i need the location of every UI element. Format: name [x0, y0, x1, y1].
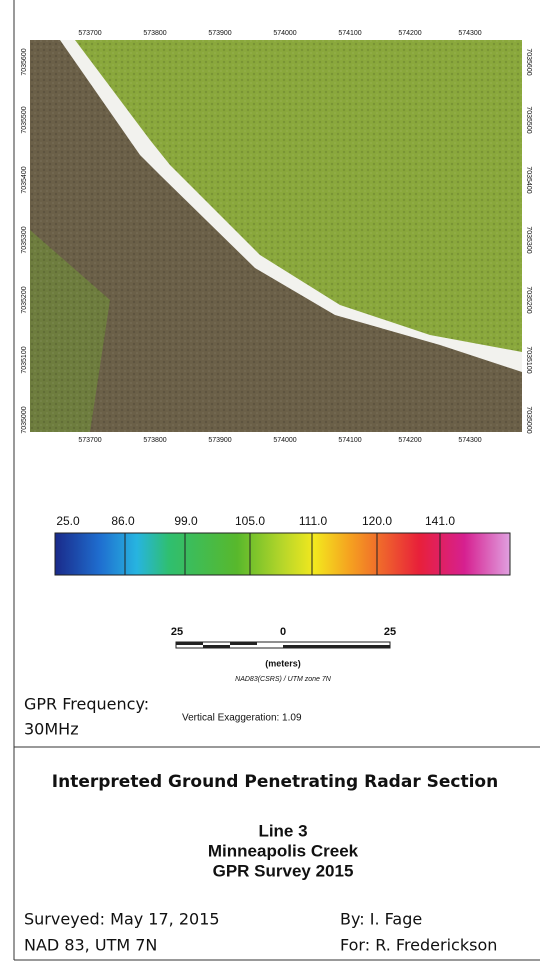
for: For: R. Frederickson [340, 936, 497, 955]
northing-right: 7035100 [525, 346, 532, 373]
easting-top: 573800 [143, 30, 166, 37]
northing-left: 7035500 [21, 106, 28, 133]
scale-datum: NAD83(CSRS) / UTM zone 7N [235, 676, 332, 683]
easting-top: 573900 [208, 30, 231, 37]
color-bar-dividers [124, 533, 441, 575]
frequency-label: GPR Frequency: [24, 695, 149, 714]
title: Interpreted Ground Penetrating Radar Sec… [52, 772, 498, 792]
easting-top: 574200 [398, 30, 421, 37]
survey: GPR Survey 2015 [213, 861, 354, 880]
easting-top: 574100 [338, 30, 361, 37]
northing-left: 7035100 [21, 346, 28, 373]
northing-left: 7035200 [21, 286, 28, 313]
easting-bottom: 574000 [273, 437, 296, 444]
scale-right: 25 [384, 626, 396, 638]
northing-right: 7035500 [525, 106, 532, 133]
color-scale-label: 25.0 [56, 514, 80, 528]
northing-right: 7035600 [525, 48, 532, 75]
scale-left: 25 [171, 626, 183, 638]
color-scale-label: 105.0 [235, 514, 265, 528]
scale-unit: (meters) [265, 658, 301, 668]
northing-right: 7035300 [525, 226, 532, 253]
northing-left: 7035000 [21, 406, 28, 433]
northing-left: 7035300 [21, 226, 28, 253]
aerial-image [30, 40, 522, 432]
color-scale-label: 111.0 [299, 514, 328, 528]
easting-bottom: 574200 [398, 437, 421, 444]
exaggeration: Vertical Exaggeration: 1.09 [182, 713, 302, 724]
northing-right: 7035200 [525, 286, 532, 313]
datum: NAD 83, UTM 7N [24, 936, 157, 955]
frequency: 30MHz [24, 720, 79, 739]
scale-middle: 0 [280, 626, 286, 638]
northing-left: 7035400 [21, 166, 28, 193]
easting-bottom: 573900 [208, 437, 231, 444]
surveyed: Surveyed: May 17, 2015 [24, 910, 220, 929]
northing-right: 7035400 [525, 166, 532, 193]
color-scale-label: 99.0 [174, 514, 198, 528]
location: Minneapolis Creek [208, 841, 359, 860]
easting-top: 574000 [273, 30, 296, 37]
northing-right: 7035000 [525, 406, 532, 433]
easting-top: 573700 [78, 30, 101, 37]
color-scale-label: 86.0 [111, 514, 135, 528]
color-scale-label: 141.0 [425, 514, 455, 528]
line: Line 3 [258, 821, 307, 840]
easting-top: 574300 [458, 30, 481, 37]
easting-bottom: 573700 [78, 437, 101, 444]
color-scale-label: 120.0 [362, 514, 392, 528]
northing-left: 7035600 [21, 48, 28, 75]
scale-bar [175, 641, 391, 649]
color-bar [54, 532, 511, 576]
by: By: I. Fage [340, 910, 422, 929]
easting-bottom: 573800 [143, 437, 166, 444]
easting-bottom: 574100 [338, 437, 361, 444]
easting-bottom: 574300 [458, 437, 481, 444]
